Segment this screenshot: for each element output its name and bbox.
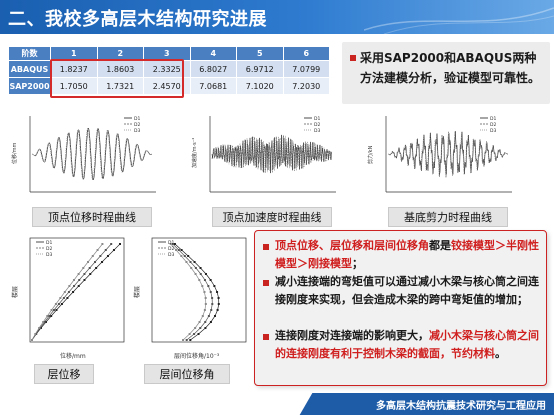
series-line — [172, 243, 213, 341]
bullet-square-icon — [263, 334, 269, 340]
series-line — [31, 243, 103, 341]
legend-label: D2 — [168, 246, 174, 252]
bullet-square-icon — [263, 244, 269, 250]
axis-label-y: 剪力/kN — [367, 145, 374, 164]
row-label: ABAQUS — [8, 60, 51, 78]
bullet-square-icon — [263, 280, 269, 286]
shear-history-chart: 剪力/kN D1 D2 D3 — [362, 110, 522, 206]
axis-label-y: 加速度/m·s⁻² — [191, 138, 198, 168]
caption-displacement: 顶点位移时程曲线 — [32, 207, 152, 227]
series-line — [387, 131, 509, 176]
caption-story-displacement: 层位移 — [34, 364, 94, 384]
axis-label-x: 层间位移角/10⁻³ — [174, 352, 220, 360]
caption-acceleration: 顶点加速度时程曲线 — [212, 207, 332, 227]
series-line — [31, 127, 153, 181]
table-cell: 6.8027 — [189, 60, 237, 78]
table-row: ABAQUS 1.8237 1.8603 2.3325 6.8027 6.971… — [8, 60, 330, 78]
axis-label-x: 位移/mm — [60, 352, 86, 360]
series-line — [211, 135, 333, 173]
series-line — [174, 243, 220, 341]
series-line — [31, 127, 153, 181]
legend-label: D1 — [46, 240, 52, 246]
axis-label-y: 位移/mm — [11, 142, 18, 164]
data-point — [185, 339, 188, 341]
table-cell: 2.3325 — [143, 60, 191, 78]
series-line — [211, 134, 332, 174]
table-corner: 阶数 — [8, 46, 51, 61]
displacement-history-chart: 位移/mm D1 D2 D3 — [6, 110, 166, 206]
table-cell: 7.1020 — [236, 77, 284, 95]
table-cell: 7.0799 — [282, 60, 330, 78]
table-cell: 7.0681 — [189, 77, 237, 95]
note-top: 采用SAP2000和ABAQUS两种方法建模分析，验证模型可靠性。 — [342, 42, 550, 104]
legend-label: D2 — [314, 122, 320, 128]
legend-label: D1 — [134, 116, 140, 122]
table-col-5: 5 — [236, 46, 284, 61]
legend-label: D1 — [490, 116, 496, 122]
acceleration-history-chart: 加速度/m·s⁻² D1 D2 D3 — [186, 110, 346, 206]
legend-label: D2 — [134, 122, 140, 128]
row-label: SAP2000 — [8, 77, 51, 95]
caption-shear: 基底剪力时程曲线 — [388, 207, 508, 227]
story-displacement-chart: 位移/mm 楼层 D1 D2 D3 — [8, 232, 128, 362]
legend-label: D2 — [490, 122, 496, 128]
table-cell: 1.7050 — [50, 77, 98, 95]
title-decoration-lines — [364, 7, 554, 34]
footer-text: 多高层木结构抗震技术研究与工程应用 — [376, 401, 546, 412]
series-line — [31, 243, 121, 341]
series-line — [387, 131, 509, 178]
legend-label: D3 — [168, 252, 174, 258]
title-bar: 二、我校多高层木结构研究进展 — [0, 0, 554, 34]
axis-label-y: 楼层 — [133, 286, 141, 298]
series-line — [170, 243, 207, 341]
series-line — [211, 135, 333, 173]
table-cell: 6.9712 — [236, 60, 284, 78]
data-point — [182, 339, 185, 341]
conclusion-1: 顶点位移、层位移和层间位移角都是铰接模型＞半刚性模型＞刚接模型； — [275, 239, 539, 270]
conclusion-2: 减小连接端的弯矩值可以通过减小木梁与核心筒之间连接刚度来实现，但会造成木梁的跨中… — [275, 275, 539, 306]
note-top-text: 采用SAP2000和ABAQUS两种方法建模分析，验证模型可靠性。 — [360, 51, 541, 85]
table-row: SAP2000 1.7050 1.7321 2.4570 7.0681 7.10… — [8, 77, 330, 95]
table-col-4: 4 — [189, 46, 237, 61]
table-col-6: 6 — [282, 46, 330, 61]
table-cell: 2.4570 — [143, 77, 191, 95]
legend-label: D1 — [168, 240, 174, 246]
table-cell: 1.8237 — [50, 60, 98, 78]
table-col-1: 1 — [50, 46, 98, 61]
legend-label: D3 — [314, 128, 320, 134]
legend-label: D3 — [46, 252, 52, 258]
caption-drift: 层间位移角 — [144, 364, 230, 384]
footer-stripe — [299, 393, 341, 415]
footer-bar: 多高层木结构抗震技术研究与工程应用 — [299, 393, 554, 415]
conclusion-3: 连接刚度对连接端的影响更大，减小木梁与核心筒之间的连接刚度有利于控制木梁的截面，… — [275, 329, 539, 360]
legend-label: D3 — [134, 128, 140, 134]
table-cell: 7.2030 — [282, 77, 330, 95]
legend-label: D2 — [46, 246, 52, 252]
drift-ratio-chart: 层间位移角/10⁻³ 楼层 D1 D2 D3 — [130, 232, 250, 362]
bullet-square-icon — [350, 55, 356, 61]
page-title: 二、我校多高层木结构研究进展 — [8, 9, 267, 30]
table-highlight-box — [50, 59, 184, 98]
series-line — [31, 243, 112, 341]
legend-label: D1 — [314, 116, 320, 122]
legend-label: D3 — [490, 128, 496, 134]
note-bottom: 顶点位移、层位移和层间位移角都是铰接模型＞半刚性模型＞刚接模型； 减小连接端的弯… — [254, 230, 547, 386]
axis-label-y: 楼层 — [11, 286, 19, 298]
table-cell: 1.7321 — [96, 77, 144, 95]
